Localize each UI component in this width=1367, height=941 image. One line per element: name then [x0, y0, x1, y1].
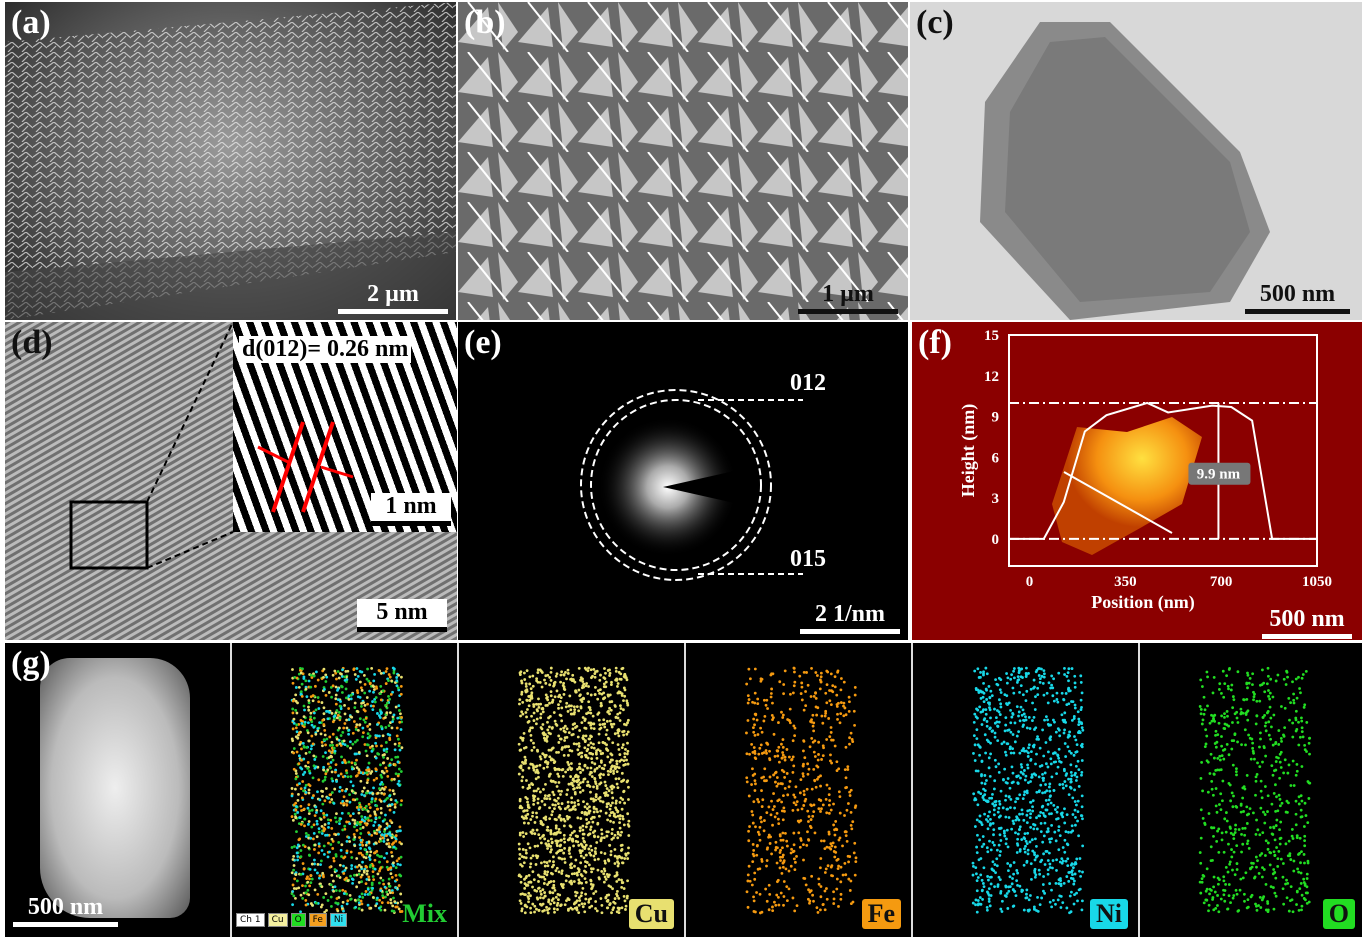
scale-text: 500 nm	[1269, 606, 1345, 632]
scale-text: 5 nm	[376, 599, 428, 625]
haadf-image	[40, 658, 190, 918]
panel-label: (b)	[464, 4, 506, 41]
channel-legend: Ch 1 Cu O Fe Ni	[236, 913, 348, 927]
panel-label: (a)	[11, 4, 51, 41]
panel-label: (e)	[464, 324, 502, 361]
scale-bar: 1 µm	[798, 281, 898, 314]
afm-height-profile-chart: 9.9 nm 0 350 700 1050 0 3 6 9 12 15 Position (nm) He…	[958, 328, 1332, 613]
lattice-spacing-marker	[257, 421, 354, 513]
legend-item: Fe	[308, 913, 327, 927]
y-tick-label: 9	[992, 410, 1000, 426]
y-tick-label: 15	[984, 328, 999, 344]
scale-text: 500 nm	[27, 894, 104, 920]
inset-scale-bar: 1 nm	[371, 493, 451, 526]
afm-scan-line	[1063, 471, 1173, 534]
x-tick-label: 700	[1210, 574, 1233, 590]
ring-012	[590, 399, 762, 571]
sem-nanosheet-texture	[5, 2, 456, 320]
ring-label-012: 012	[790, 370, 826, 396]
panel-b-sem: (b) 1 µm	[458, 2, 908, 320]
ring-015	[580, 389, 772, 581]
element-tag: O	[1322, 899, 1355, 929]
x-tick-label: 350	[1114, 574, 1137, 590]
height-profile-line	[1009, 401, 1317, 540]
eds-map-ni: Ni	[911, 643, 1138, 937]
element-tag: Fe	[861, 899, 901, 929]
annotation-label: 9.9 nm	[1197, 467, 1241, 483]
nanosheet-tem-image	[980, 22, 1270, 320]
scale-bar: 2 1/nm	[800, 601, 900, 634]
x-axis-label: Position (nm)	[1091, 592, 1195, 613]
x-tick-label: 1050	[1302, 574, 1332, 590]
eds-map-mix: Mix Ch 1 Cu O Fe Ni	[230, 643, 457, 937]
scale-bar: 500 nm	[1262, 606, 1352, 639]
plot-frame	[1008, 334, 1318, 567]
legend-item: Cu	[267, 913, 288, 927]
legend-item: Ni	[329, 913, 348, 927]
panel-label: (f)	[918, 324, 952, 361]
element-tag: Cu	[628, 899, 674, 929]
lattice-inset: d(012)= 0.26 nm 1 nm	[233, 322, 457, 532]
nanosheet-afm-image	[1052, 417, 1202, 555]
legend-item: O	[290, 913, 306, 927]
panel-f-afm: 9.9 nm 0 350 700 1050 0 3 6 9 12 15 Position (nm) He…	[912, 322, 1362, 640]
panel-label: (c)	[916, 4, 954, 41]
panel-a-sem: (a) 2 µm	[5, 2, 456, 320]
eds-map-cu: Cu	[457, 643, 684, 937]
panel-d-hrtem: d(012)= 0.26 nm 1 nm (d) 5 nm	[5, 322, 457, 640]
scale-text: 500 nm	[1259, 281, 1336, 307]
legend-item: Ch 1	[236, 913, 265, 927]
panel-g-eds: (g) 500 nm Mix Ch 1 Cu O Fe Ni Cu Fe Ni O	[5, 643, 1362, 937]
panel-c-tem: (c) 500 nm	[910, 2, 1362, 320]
sem-nanosheet-texture	[458, 2, 908, 320]
scale-text: 1 µm	[822, 281, 874, 307]
d-spacing-label: d(012)= 0.26 nm	[239, 336, 412, 363]
ring-label-015: 015	[790, 546, 826, 572]
y-tick-label: 0	[992, 532, 1000, 548]
panel-label: (d)	[11, 324, 53, 361]
scale-text: 2 1/nm	[814, 601, 885, 627]
element-tag: Ni	[1090, 899, 1128, 929]
selected-region-box	[69, 500, 149, 570]
scale-text: 2 µm	[367, 281, 419, 307]
x-tick-label: 0	[1026, 574, 1034, 590]
y-axis-label: Height (nm)	[958, 404, 979, 498]
y-tick-label: 6	[992, 450, 1000, 466]
scale-bar: 5 nm	[357, 599, 447, 632]
panel-label: (g)	[11, 645, 51, 682]
scale-bar: 2 µm	[338, 281, 448, 314]
scale-bar: 500 nm	[13, 894, 118, 927]
eds-map-fe: Fe	[684, 643, 911, 937]
scale-bar: 500 nm	[1245, 281, 1350, 314]
eds-map-o: O	[1138, 643, 1362, 937]
annotation-box	[1188, 462, 1251, 485]
y-tick-label: 3	[992, 491, 1000, 507]
element-tag: Mix	[402, 899, 447, 928]
diffraction-pattern	[580, 389, 908, 581]
y-tick-label: 12	[984, 369, 999, 385]
panel-e-saed: 012 015 (e) 2 1/nm	[458, 322, 908, 640]
